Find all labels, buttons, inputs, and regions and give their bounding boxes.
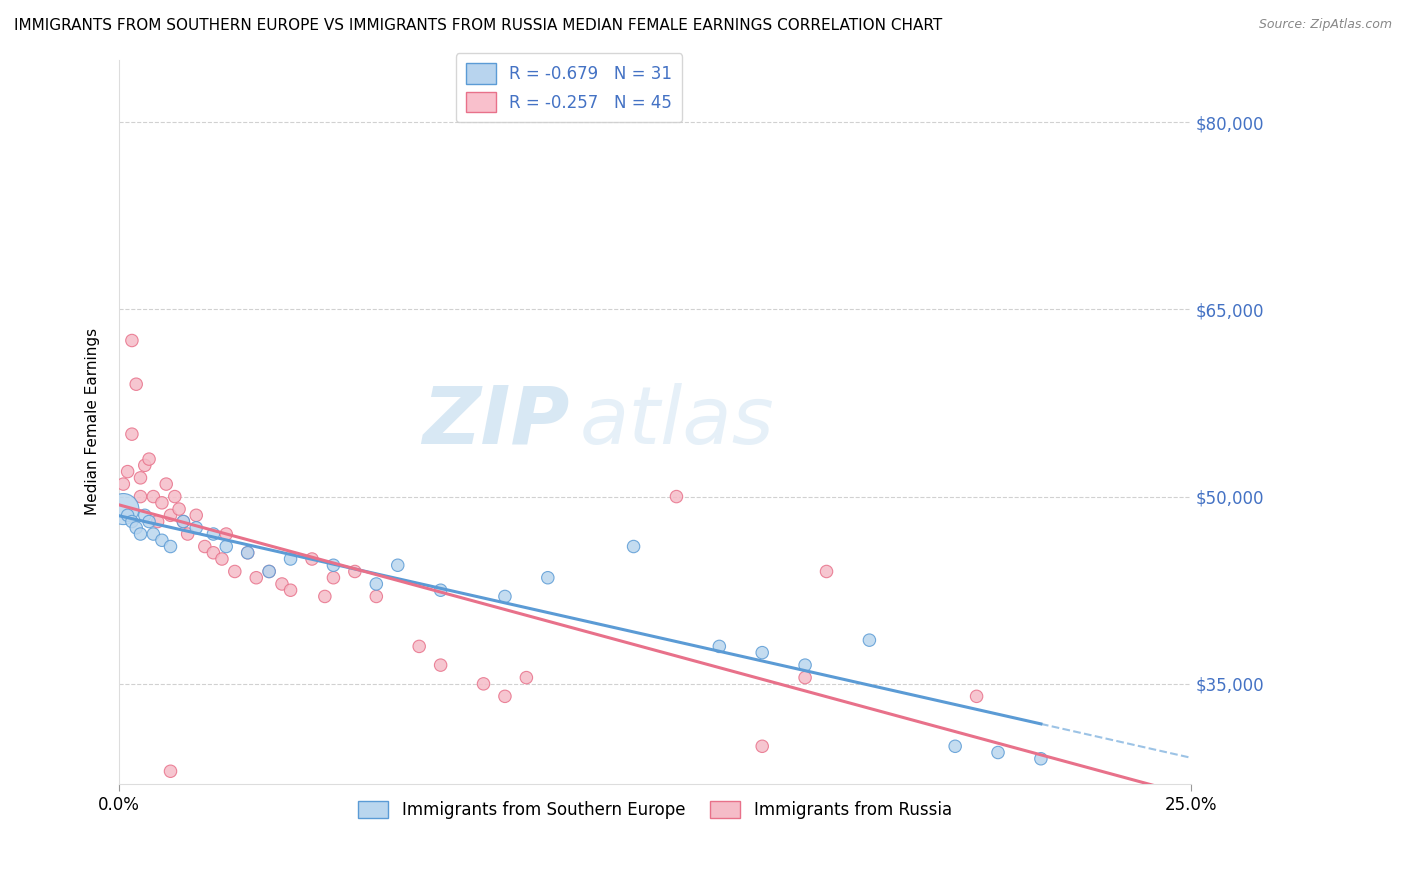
Point (129, 527, 152, 541)
Point (172, 515, 194, 529)
Point (112, 477, 135, 491)
Point (117, 508, 139, 523)
Point (257, 565, 280, 579)
Point (138, 452, 160, 467)
Point (167, 502, 190, 516)
Point (245, 571, 267, 585)
Point (163, 490, 186, 504)
Point (280, 583, 302, 598)
Point (322, 558, 344, 573)
Point (146, 515, 169, 529)
Point (121, 515, 143, 529)
Point (129, 471, 152, 485)
Point (301, 552, 323, 566)
Point (1029, 752, 1052, 766)
Point (176, 527, 198, 541)
Point (215, 540, 238, 554)
Point (112, 502, 135, 516)
Point (186, 521, 208, 535)
Point (138, 515, 160, 529)
Point (815, 565, 838, 579)
Point (537, 571, 560, 585)
Point (472, 677, 495, 691)
Point (125, 377, 148, 392)
Point (322, 571, 344, 585)
Y-axis label: Median Female Earnings: Median Female Earnings (86, 328, 100, 516)
Point (429, 583, 451, 598)
Point (125, 521, 148, 535)
Point (134, 458, 156, 473)
Point (966, 690, 988, 704)
Point (366, 590, 388, 604)
Point (202, 527, 225, 541)
Point (134, 508, 156, 523)
Point (236, 546, 259, 560)
Point (987, 746, 1010, 760)
Point (271, 577, 294, 591)
Point (709, 640, 731, 654)
Point (159, 764, 181, 779)
Point (429, 658, 451, 673)
Text: Source: ZipAtlas.com: Source: ZipAtlas.com (1258, 18, 1392, 31)
Point (494, 690, 516, 704)
Point (236, 546, 259, 560)
Point (155, 477, 177, 491)
Point (794, 671, 817, 685)
Point (215, 527, 238, 541)
Point (494, 590, 516, 604)
Point (142, 490, 165, 504)
Point (129, 490, 152, 504)
Point (751, 646, 773, 660)
Text: atlas: atlas (581, 383, 775, 460)
Point (257, 565, 280, 579)
Point (150, 533, 173, 548)
Point (858, 633, 880, 648)
Point (224, 565, 246, 579)
Point (387, 558, 409, 573)
Point (211, 552, 233, 566)
Text: ZIP: ZIP (422, 383, 569, 460)
Point (515, 671, 537, 685)
Point (150, 496, 173, 510)
Point (280, 552, 302, 566)
Point (159, 508, 181, 523)
Text: IMMIGRANTS FROM SOUTHERN EUROPE VS IMMIGRANTS FROM RUSSIA MEDIAN FEMALE EARNINGS: IMMIGRANTS FROM SOUTHERN EUROPE VS IMMIG… (14, 18, 942, 33)
Legend: Immigrants from Southern Europe, Immigrants from Russia: Immigrants from Southern Europe, Immigra… (352, 795, 959, 826)
Point (194, 540, 217, 554)
Point (366, 577, 388, 591)
Point (172, 515, 194, 529)
Point (343, 565, 366, 579)
Point (142, 527, 165, 541)
Point (314, 590, 336, 604)
Point (751, 739, 773, 754)
Point (121, 334, 143, 348)
Point (117, 465, 139, 479)
Point (408, 640, 430, 654)
Point (186, 508, 208, 523)
Point (943, 739, 966, 754)
Point (121, 427, 143, 442)
Point (623, 540, 645, 554)
Point (159, 540, 181, 554)
Point (794, 658, 817, 673)
Point (202, 546, 225, 560)
Point (665, 490, 688, 504)
